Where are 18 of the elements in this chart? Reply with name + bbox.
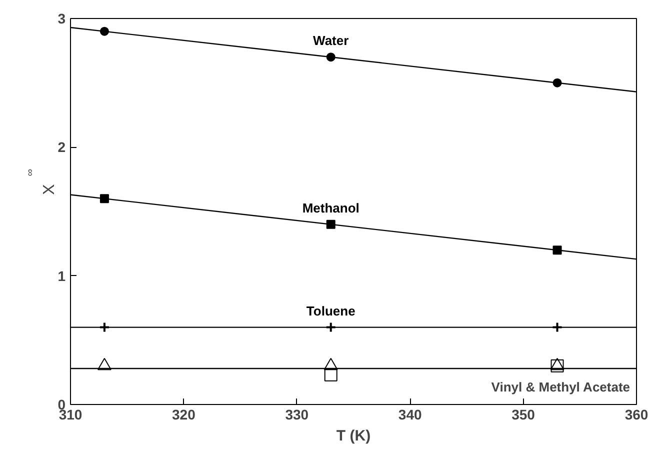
point [98, 322, 110, 333]
series-label: Water [313, 33, 349, 48]
series-label: Toluene [306, 303, 356, 318]
series-label: Methanol [302, 200, 360, 216]
x-axis-title: T (K) [336, 428, 371, 444]
y-tick-label: 3 [58, 10, 66, 26]
y-tick-label: 2 [58, 139, 66, 156]
point [324, 368, 338, 382]
y-axis-title: X∞ [25, 168, 58, 195]
y-tick-label: 1 [58, 268, 66, 284]
x-tick-label: 330 [285, 406, 309, 422]
point [552, 322, 563, 333]
x-tick-label: 350 [512, 406, 536, 422]
annotation: Vinyl & Methyl Acetate [491, 380, 630, 394]
point [325, 322, 336, 333]
x-tick-label: 340 [398, 406, 422, 422]
x-tick-label: 360 [624, 406, 648, 422]
x-tick-label: 320 [172, 406, 196, 422]
